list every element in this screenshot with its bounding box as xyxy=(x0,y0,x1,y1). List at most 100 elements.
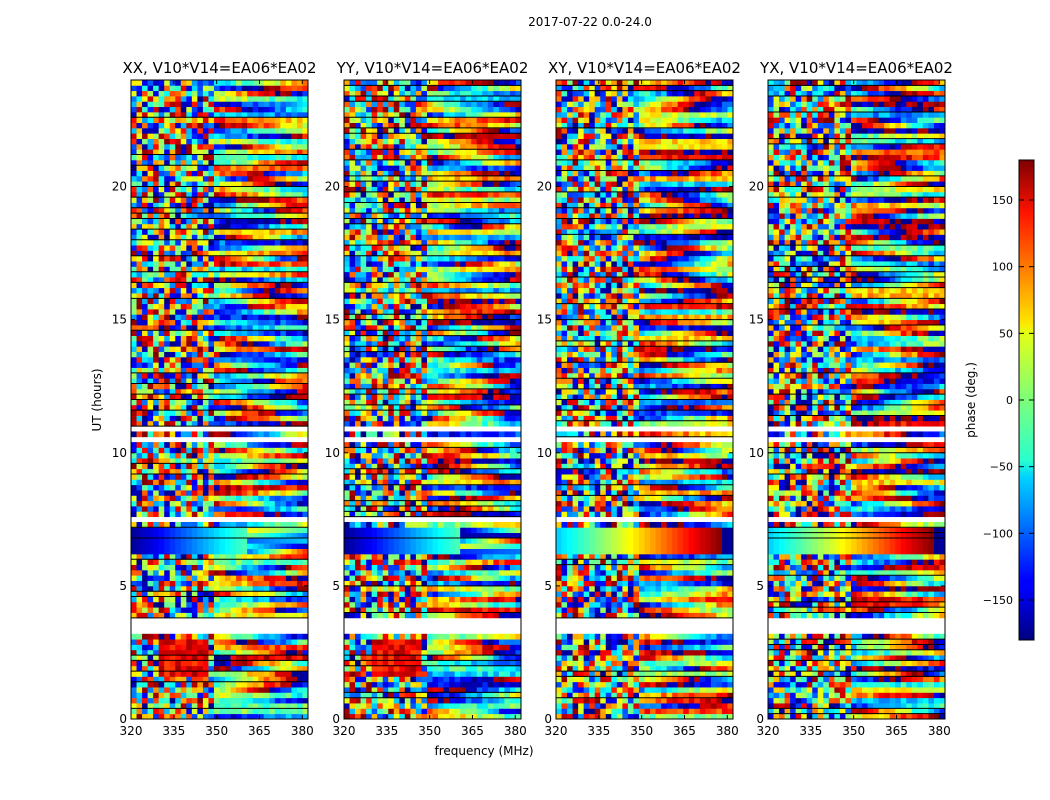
heatmap-cell xyxy=(344,564,350,571)
heatmap-cell xyxy=(153,596,160,603)
heatmap-cell xyxy=(131,383,137,390)
heatmap-cell xyxy=(208,308,215,315)
heatmap-cell xyxy=(197,335,204,342)
heatmap-cell xyxy=(291,708,298,715)
heatmap-cell xyxy=(280,537,287,544)
heatmap-cell xyxy=(142,303,148,310)
heatmap-cell xyxy=(175,255,182,262)
heatmap-cell xyxy=(164,106,171,113)
heatmap-cell xyxy=(169,197,176,203)
heatmap-cell xyxy=(252,149,259,155)
heatmap-cell xyxy=(515,521,522,528)
heatmap-cell xyxy=(180,245,187,251)
heatmap-cell xyxy=(421,521,428,528)
heatmap-cell xyxy=(164,506,171,512)
heatmap-cell xyxy=(263,681,270,688)
heatmap-cell xyxy=(219,463,226,470)
heatmap-cell xyxy=(274,633,281,640)
heatmap-cell xyxy=(213,612,220,619)
heatmap-cell xyxy=(208,154,215,161)
heatmap-cell xyxy=(208,191,215,198)
heatmap-cell xyxy=(344,692,350,699)
heatmap-cell xyxy=(465,681,472,688)
heatmap-cell xyxy=(164,330,171,336)
heatmap-cell xyxy=(202,106,209,113)
heatmap-cell xyxy=(131,127,137,134)
heatmap-cell xyxy=(263,255,270,262)
heatmap-cell xyxy=(296,303,303,310)
heatmap-cell xyxy=(158,703,165,709)
heatmap-cell xyxy=(202,324,209,331)
heatmap-cell xyxy=(180,697,187,704)
heatmap-cell xyxy=(269,442,276,448)
heatmap-cell xyxy=(219,521,226,528)
heatmap-cell xyxy=(476,500,483,507)
heatmap-cell xyxy=(382,575,389,581)
heatmap-cell xyxy=(360,681,367,688)
heatmap-cell xyxy=(225,532,231,539)
heatmap-cell xyxy=(296,474,303,480)
heatmap-cell xyxy=(487,687,494,693)
heatmap-cell xyxy=(476,607,483,613)
heatmap-cell xyxy=(186,500,193,507)
heatmap-cell xyxy=(136,117,143,123)
heatmap-cell xyxy=(158,266,165,273)
heatmap-cell xyxy=(169,191,176,198)
heatmap-cell xyxy=(302,261,309,267)
heatmap-cell xyxy=(219,127,226,134)
heatmap-cell xyxy=(504,676,511,683)
heatmap-cell xyxy=(241,324,248,331)
heatmap-cell xyxy=(186,314,193,321)
heatmap-cell xyxy=(269,154,276,161)
heatmap-cell xyxy=(230,298,237,305)
heatmap-cell xyxy=(296,95,303,102)
heatmap-cell xyxy=(482,655,489,661)
heatmap-cell xyxy=(449,564,456,571)
heatmap-cell xyxy=(302,447,309,454)
heatmap-cell xyxy=(377,532,384,539)
heatmap-cell xyxy=(371,655,378,661)
heatmap-cell xyxy=(482,601,489,608)
heatmap-cell xyxy=(263,713,270,720)
heatmap-cell xyxy=(230,521,237,528)
heatmap-cell xyxy=(280,580,287,587)
heatmap-cell xyxy=(509,580,516,587)
heatmap-cell xyxy=(280,569,287,576)
heatmap-cell xyxy=(186,367,193,374)
heatmap-cell xyxy=(252,415,259,422)
heatmap-cell xyxy=(219,234,226,241)
heatmap-cell xyxy=(465,633,472,640)
heatmap-cell xyxy=(258,85,265,92)
heatmap-cell xyxy=(180,372,187,379)
heatmap-cell xyxy=(258,665,265,672)
heatmap-cell xyxy=(509,537,516,544)
heatmap-cell xyxy=(169,85,176,92)
heatmap-cell xyxy=(241,218,248,225)
heatmap-cell xyxy=(302,431,309,438)
heatmap-cell xyxy=(219,170,226,177)
heatmap-cell xyxy=(158,564,165,571)
heatmap-cell xyxy=(164,660,171,667)
heatmap-cell xyxy=(252,186,259,193)
heatmap-cell xyxy=(169,234,176,241)
heatmap-cell xyxy=(393,490,400,496)
heatmap-cell xyxy=(191,287,198,294)
heatmap-cell xyxy=(344,708,350,715)
heatmap-cell xyxy=(377,527,384,534)
heatmap-cell xyxy=(175,447,182,454)
heatmap-cell xyxy=(476,612,483,619)
heatmap-cell xyxy=(498,490,505,496)
heatmap-cell xyxy=(280,159,287,166)
heatmap-cell xyxy=(153,527,160,534)
heatmap-cell xyxy=(280,250,287,257)
heatmap-cell xyxy=(186,372,193,379)
heatmap-cell xyxy=(202,431,209,438)
heatmap-cell xyxy=(230,175,237,182)
heatmap-cell xyxy=(426,569,433,576)
heatmap-cell xyxy=(274,218,281,225)
heatmap-cell xyxy=(258,138,265,145)
heatmap-cell xyxy=(164,420,171,427)
heatmap-cell xyxy=(142,415,148,422)
heatmap-cell xyxy=(241,298,248,305)
heatmap-cell xyxy=(355,548,361,555)
